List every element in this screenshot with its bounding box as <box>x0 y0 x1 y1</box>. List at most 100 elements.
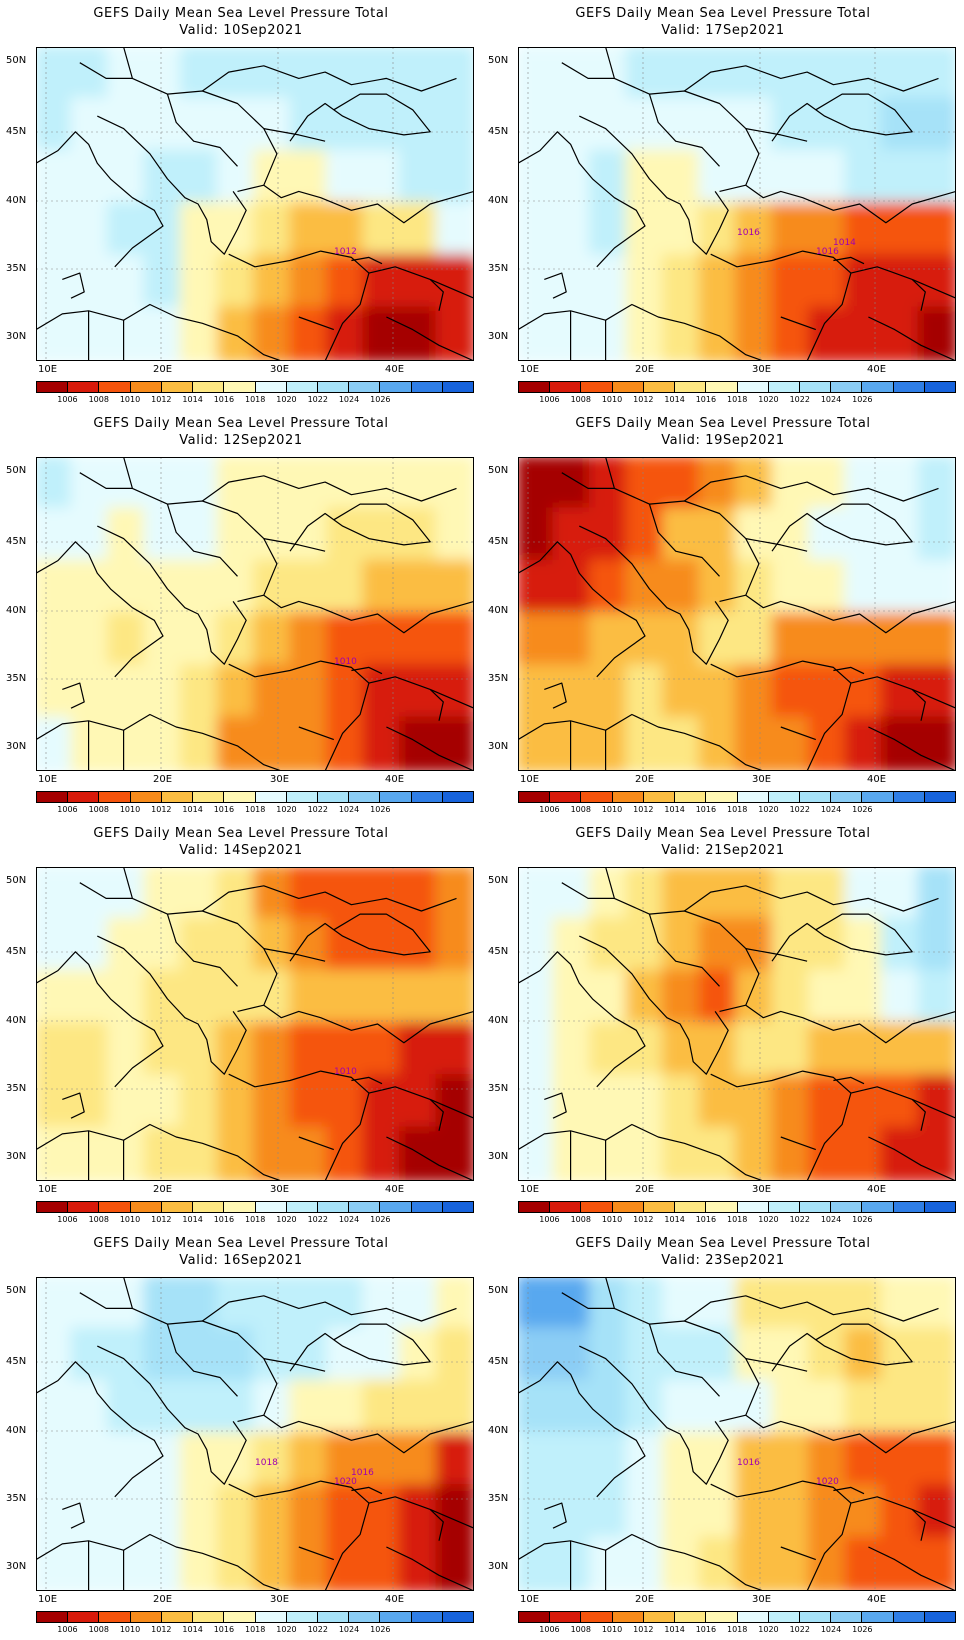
panel-title: GEFS Daily Mean Sea Level Pressure Total <box>575 6 871 21</box>
latitude-label: 50N <box>488 875 509 886</box>
longitude-label: 10E <box>38 774 58 785</box>
colorbar-label: 1024 <box>820 395 842 404</box>
latitude-label: 35N <box>6 673 27 684</box>
latitude-label: 45N <box>488 946 509 957</box>
colorbar-swatch <box>348 792 380 802</box>
colorbar-swatch <box>767 792 799 802</box>
colorbar-label: 1012 <box>151 1625 172 1634</box>
colorbar-label: 1026 <box>852 805 873 814</box>
colorbar-label: 1024 <box>338 1625 360 1634</box>
coastlines <box>36 1277 474 1591</box>
colorbar-label: 1020 <box>758 1215 779 1224</box>
colorbar-swatch <box>285 1612 317 1622</box>
colorbar-swatch <box>798 1612 831 1622</box>
colorbar-label: 1024 <box>338 395 360 404</box>
coastlines <box>36 867 474 1181</box>
panel-valid-date: Valid: 23Sep2021 <box>661 1253 785 1268</box>
latitude-label: 30N <box>488 741 509 752</box>
colorbar-swatch <box>67 1612 99 1622</box>
latitude-label: 50N <box>488 465 509 476</box>
colorbar-label: 1012 <box>151 395 172 404</box>
colorbar-swatch <box>642 792 675 802</box>
colorbar-label: 1016 <box>213 1215 235 1224</box>
colorbar-swatch <box>923 792 956 802</box>
map-panel: GEFS Daily Mean Sea Level Pressure Total… <box>0 1230 482 1640</box>
colorbar <box>36 381 474 393</box>
latitude-label: 50N <box>488 1285 509 1296</box>
colorbar-swatch <box>379 792 411 802</box>
longitude-label: 20E <box>153 364 173 375</box>
pressure-field <box>36 47 474 361</box>
coastlines <box>518 47 956 361</box>
colorbar-swatch <box>519 382 550 392</box>
colorbar-swatch <box>223 382 255 392</box>
longitude-label: 40E <box>867 364 887 375</box>
latitude-label: 40N <box>6 1425 27 1436</box>
colorbar-label: 1016 <box>695 1215 717 1224</box>
pressure-field <box>518 47 956 361</box>
colorbar <box>518 791 956 803</box>
colorbar-label: 1010 <box>119 1625 141 1634</box>
colorbar-swatch <box>285 1202 317 1212</box>
colorbar-label: 1022 <box>307 1215 328 1224</box>
colorbar-label: 1008 <box>88 395 109 404</box>
latitude-label: 30N <box>6 1561 27 1572</box>
latitude-label: 30N <box>6 741 27 752</box>
latitude-label: 40N <box>6 195 27 206</box>
colorbar-label: 1024 <box>338 1215 360 1224</box>
colorbar-swatch <box>642 1202 675 1212</box>
colorbar-swatch <box>861 1202 893 1212</box>
map-panel: GEFS Daily Mean Sea Level Pressure Total… <box>0 820 482 1230</box>
isobar-label: 1018 <box>255 1458 278 1468</box>
map-panel: GEFS Daily Mean Sea Level Pressure Total… <box>482 0 964 410</box>
colorbar-label: 1020 <box>758 395 779 404</box>
colorbar-label: 1016 <box>695 805 717 814</box>
longitude-label: 10E <box>520 1184 540 1195</box>
latitude-label: 50N <box>6 1285 27 1296</box>
colorbar-swatch <box>379 382 411 392</box>
colorbar-swatch <box>705 792 737 802</box>
longitude-label: 20E <box>635 364 655 375</box>
latitude-label: 30N <box>6 1151 27 1162</box>
colorbar-label: 1018 <box>245 1215 266 1224</box>
colorbar-swatch <box>254 1202 286 1212</box>
colorbar-swatch <box>160 792 193 802</box>
colorbar-swatch <box>611 1612 643 1622</box>
colorbar-swatch <box>611 382 643 392</box>
colorbar-label: 1018 <box>727 805 748 814</box>
colorbar-label: 1024 <box>820 805 842 814</box>
map-panel: GEFS Daily Mean Sea Level Pressure Total… <box>0 0 482 410</box>
colorbar-label: 1016 <box>213 395 235 404</box>
colorbar <box>36 1611 474 1623</box>
colorbar-label: 1022 <box>789 1625 810 1634</box>
coastlines <box>518 457 956 771</box>
colorbar-swatch <box>674 382 706 392</box>
colorbar-swatch <box>519 1612 550 1622</box>
colorbar-label: 1006 <box>539 1625 560 1634</box>
colorbar-label: 1020 <box>276 395 297 404</box>
colorbar-swatch <box>254 792 286 802</box>
longitude-label: 10E <box>520 1594 540 1605</box>
colorbar-label: 1014 <box>664 1625 685 1634</box>
colorbar-swatch <box>519 792 550 802</box>
colorbar-swatch <box>892 792 924 802</box>
colorbar-label: 1006 <box>539 805 560 814</box>
colorbar-swatch <box>67 792 99 802</box>
colorbar-swatch <box>192 382 224 392</box>
latitude-label: 45N <box>488 1356 509 1367</box>
colorbar-label: 1008 <box>88 805 109 814</box>
coastlines <box>518 867 956 1181</box>
pressure-field <box>518 867 956 1181</box>
latitude-label: 35N <box>6 263 27 274</box>
longitude-label: 20E <box>153 774 173 785</box>
colorbar-swatch <box>923 382 956 392</box>
longitude-label: 10E <box>520 364 540 375</box>
coastlines <box>36 457 474 771</box>
colorbar-swatch <box>611 1202 643 1212</box>
colorbar-swatch <box>923 1202 956 1212</box>
latitude-label: 30N <box>488 1561 509 1572</box>
panel-valid-date: Valid: 10Sep2021 <box>179 23 303 38</box>
colorbar-swatch <box>611 792 643 802</box>
colorbar-swatch <box>37 382 68 392</box>
